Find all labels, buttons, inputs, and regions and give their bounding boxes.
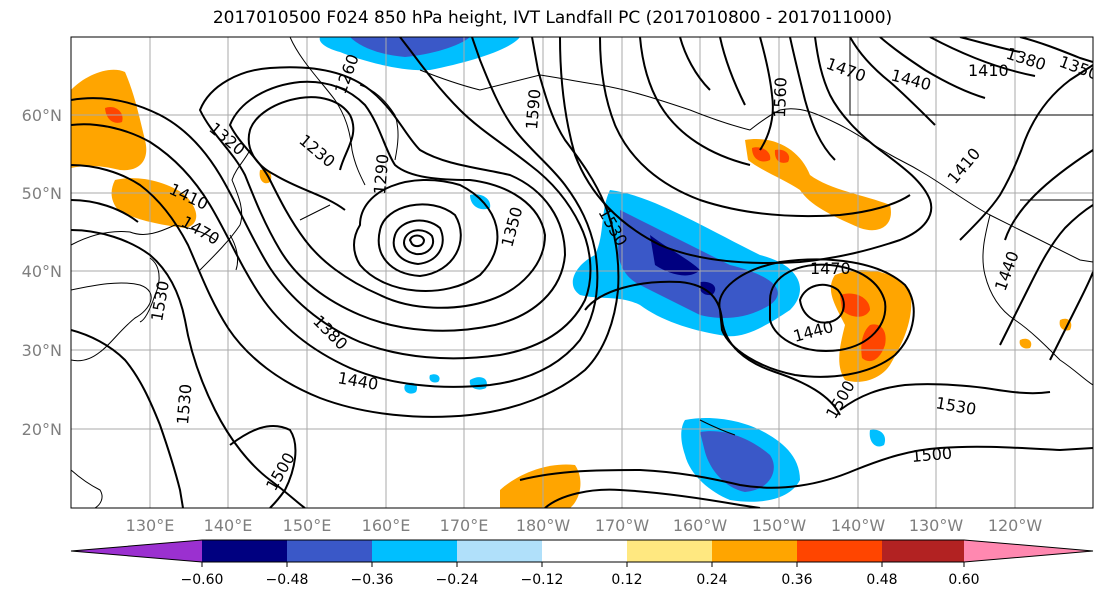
lon-label: 130°E <box>126 516 175 535</box>
lon-label: 140°W <box>831 516 886 535</box>
colorbar-segment <box>542 540 627 562</box>
colorbar-tick-label: 0.48 <box>866 572 897 588</box>
map-border <box>70 36 1094 509</box>
colorbar-tick-label: 0.12 <box>611 572 642 588</box>
contour-label: 1290 <box>370 153 392 195</box>
lon-label: 150°W <box>752 516 807 535</box>
lon-label: 130°W <box>909 516 964 535</box>
contour-label: 1590 <box>522 88 544 130</box>
lat-label: 50°N <box>22 184 62 203</box>
lon-label: 160°W <box>673 516 728 535</box>
lon-label: 140°E <box>204 516 253 535</box>
colorbar-segment <box>627 540 712 562</box>
lon-label: 150°E <box>283 516 332 535</box>
colorbar-tick-label: 0.60 <box>948 572 979 588</box>
lon-label: 180°W <box>516 516 571 535</box>
colorbar-tick-label: −0.36 <box>351 572 394 588</box>
height-contours <box>71 37 1093 508</box>
lat-label: 20°N <box>22 420 62 439</box>
colorbar-tick-label: 0.24 <box>696 572 727 588</box>
colorbar-tick-label: −0.60 <box>181 572 224 588</box>
lat-label: 30°N <box>22 341 62 360</box>
colorbar-segment <box>712 540 797 562</box>
colorbar-arrow-left <box>71 540 202 562</box>
lat-label: 60°N <box>22 106 62 125</box>
contour-label: 1530 <box>173 383 195 425</box>
colorbar-tick-label: −0.12 <box>521 572 564 588</box>
colorbar-tick-label: 0.36 <box>781 572 812 588</box>
lon-label: 170°W <box>595 516 650 535</box>
lon-label: 170°E <box>440 516 489 535</box>
lon-label: 160°E <box>362 516 411 535</box>
colorbar-segment <box>882 540 964 562</box>
contour-label: 1560 <box>770 77 790 118</box>
graticule <box>71 37 1093 508</box>
colorbar-segment <box>287 540 372 562</box>
latitude-labels: 60°N 50°N 40°N 30°N 20°N <box>22 106 62 439</box>
colorbar-arrow-right <box>964 540 1093 562</box>
lat-label: 40°N <box>22 262 62 281</box>
longitude-labels: 130°E 140°E 150°E 160°E 170°E 180°W 170°… <box>126 516 1043 535</box>
colorbar: −0.60 −0.48 −0.36 −0.24 −0.12 0.12 0.24 … <box>70 539 1094 588</box>
map-title: 2017010500 F024 850 hPa height, IVT Land… <box>212 8 893 28</box>
colorbar-segment <box>457 540 542 562</box>
contour-label: 1410 <box>968 61 1009 80</box>
colorbar-segment <box>797 540 882 562</box>
colorbar-segment <box>202 540 287 562</box>
lon-label: 120°W <box>988 516 1043 535</box>
colorbar-tick-label: −0.48 <box>266 572 309 588</box>
colorbar-ticks <box>201 562 965 567</box>
contour-label: 1500 <box>911 444 953 466</box>
colorbar-segment <box>372 540 457 562</box>
contour-label: 1470 <box>810 259 851 278</box>
colorbar-tick-label: −0.24 <box>436 572 479 588</box>
